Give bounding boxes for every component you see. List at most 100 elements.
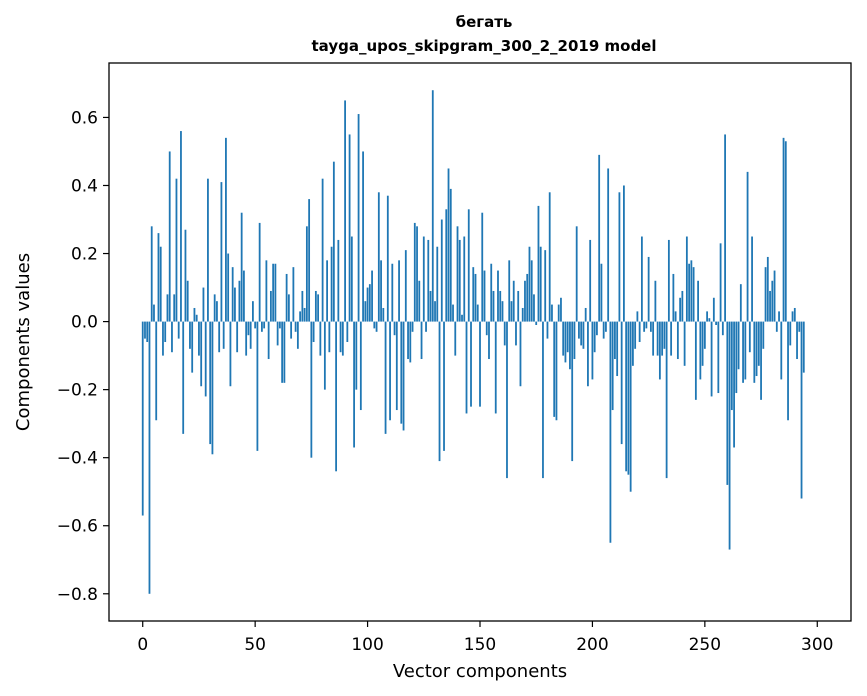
bar-component-252 [708, 318, 710, 321]
bar-component-52 [259, 223, 261, 322]
bar-component-268 [744, 322, 746, 380]
bar-component-113 [396, 322, 398, 410]
bar-component-191 [571, 322, 573, 462]
bar-component-51 [257, 322, 259, 451]
bar-component-93 [351, 237, 353, 322]
bar-component-210 [614, 322, 616, 359]
bar-component-88 [340, 322, 342, 353]
bar-component-85 [333, 162, 335, 322]
bar-component-233 [666, 322, 668, 479]
bar-component-222 [641, 237, 643, 322]
bar-component-20 [187, 281, 189, 322]
bar-component-99 [364, 301, 366, 321]
bar-component-58 [272, 264, 274, 322]
bar-component-112 [394, 322, 396, 336]
bar-component-192 [574, 322, 576, 359]
bar-component-150 [479, 322, 481, 407]
bar-component-31 [212, 322, 214, 455]
bar-component-8 [160, 247, 162, 322]
bar-component-158 [497, 271, 499, 322]
bar-component-277 [765, 267, 767, 321]
bar-component-54 [263, 322, 265, 329]
bar-component-111 [391, 264, 393, 322]
bar-component-199 [589, 240, 591, 322]
bar-component-136 [448, 168, 450, 321]
x-tick-label: 0 [137, 635, 148, 655]
bar-component-147 [472, 267, 474, 321]
bar-component-288 [789, 322, 791, 346]
bar-component-139 [454, 322, 456, 356]
bar-component-49 [252, 301, 254, 321]
bar-component-206 [605, 322, 607, 332]
bar-component-292 [798, 322, 800, 332]
bar-component-161 [504, 322, 506, 346]
bar-component-204 [601, 264, 603, 322]
bar-component-155 [490, 264, 492, 322]
bar-component-151 [481, 213, 483, 322]
bar-component-79 [319, 322, 321, 356]
bar-component-137 [450, 189, 452, 322]
bar-component-86 [335, 322, 337, 472]
bar-component-238 [677, 322, 679, 359]
bar-component-269 [747, 172, 749, 322]
bar-component-265 [738, 322, 740, 370]
bar-component-83 [328, 322, 330, 353]
bar-component-246 [695, 322, 697, 400]
bar-component-259 [724, 134, 726, 321]
bar-component-77 [315, 291, 317, 322]
bar-component-256 [717, 322, 719, 393]
bar-component-201 [594, 322, 596, 353]
bar-component-36 [223, 322, 225, 349]
bar-component-221 [639, 322, 641, 342]
bar-component-227 [652, 322, 654, 356]
bar-component-14 [173, 294, 175, 321]
chart-title: бегать [456, 13, 513, 31]
bar-component-44 [241, 213, 243, 322]
bar-component-133 [441, 220, 443, 322]
bar-component-280 [771, 281, 773, 322]
bar-component-291 [796, 322, 798, 359]
bar-component-163 [508, 260, 510, 321]
bar-component-114 [398, 260, 400, 321]
bar-component-24 [196, 315, 198, 322]
bar-component-261 [729, 322, 731, 550]
bar-component-179 [544, 250, 546, 321]
bar-component-257 [720, 243, 722, 321]
bar-component-225 [648, 257, 650, 322]
x-axis-ticks: 0 50 100 150 200 250 300 [137, 621, 833, 655]
y-tick-label: 0.0 [71, 313, 98, 333]
bar-component-115 [400, 322, 402, 424]
bar-component-15 [176, 179, 178, 322]
bar-component-119 [409, 322, 411, 363]
x-tick-label: 150 [464, 635, 496, 655]
bar-component-62 [281, 322, 283, 383]
bar-component-68 [295, 322, 297, 332]
bar-component-28 [205, 322, 207, 397]
y-tick-label: −0.6 [57, 517, 98, 537]
bar-component-106 [380, 260, 382, 321]
bar-component-11 [167, 294, 169, 321]
bar-component-47 [248, 322, 250, 336]
bar-component-138 [452, 305, 454, 322]
bar-component-74 [308, 199, 310, 321]
bar-component-107 [382, 308, 384, 322]
bar-component-87 [337, 240, 339, 322]
bar-component-32 [214, 294, 216, 321]
bar-component-71 [301, 291, 303, 322]
bar-component-123 [418, 281, 420, 322]
bar-component-56 [268, 322, 270, 359]
bar-component-249 [702, 322, 704, 366]
bar-component-218 [632, 322, 634, 366]
bar-component-118 [407, 322, 409, 359]
bar-component-67 [292, 267, 294, 321]
bar-component-180 [547, 322, 549, 339]
bar-component-48 [250, 322, 252, 349]
bar-component-144 [466, 322, 468, 414]
bar-component-18 [182, 322, 184, 434]
y-tick-label: −0.2 [57, 381, 98, 401]
bar-component-6 [155, 322, 157, 421]
bar-component-279 [769, 291, 771, 322]
bar-component-198 [587, 322, 589, 387]
bar-component-173 [531, 260, 533, 321]
